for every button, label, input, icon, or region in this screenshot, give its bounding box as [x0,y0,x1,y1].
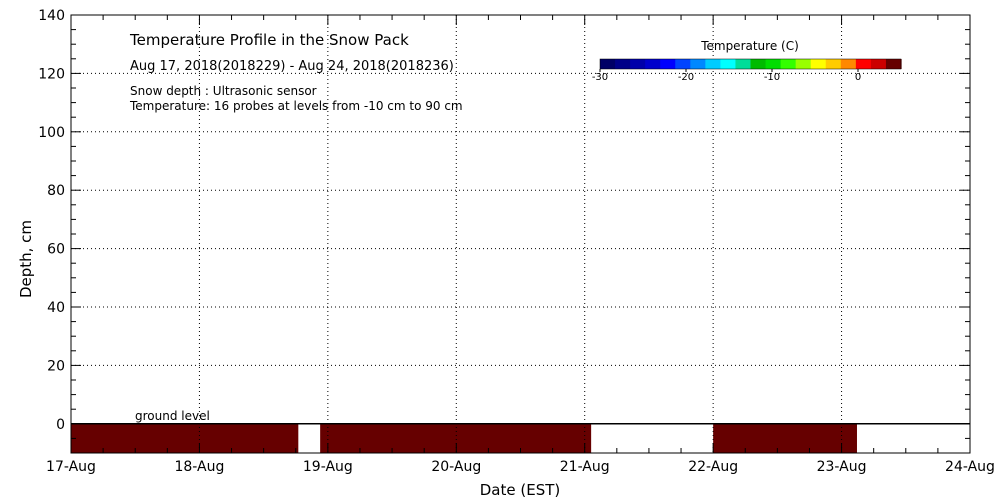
colorbar-cell [615,59,631,69]
colorbar-cell [765,59,782,69]
note-snow-depth: Snow depth : Ultrasonic sensor [130,84,317,98]
y-tick-label: 40 [47,300,65,316]
colorbar-cell [795,59,812,69]
chart-subtitle: Aug 17, 2018(2018229) - Aug 24, 2018(201… [130,59,454,74]
x-tick-label: 18-Aug [174,459,224,475]
temperature-block-1 [71,423,299,453]
y-tick-label: 80 [47,183,65,199]
colorbar-tick-label: 0 [855,72,861,83]
colorbar-cell [690,59,706,69]
chart-title: Temperature Profile in the Snow Pack [129,31,409,49]
colorbar-cell [675,59,691,69]
x-tick-label: 24-Aug [945,459,995,475]
colorbar-cell [630,59,646,69]
colorbar-cell [885,59,902,69]
y-tick-label: 100 [38,125,65,141]
temperature-block-2 [320,423,592,453]
note-temperature-probes: Temperature: 16 probes at levels from -1… [129,99,463,113]
colorbar-cell [735,59,752,69]
colorbar-cells [599,58,902,70]
data-layer [71,423,857,453]
x-tick-label: 20-Aug [431,459,481,475]
y-axis-title: Depth, cm [17,220,35,298]
ticks-layer [70,14,971,454]
y-tick-labels: 0 20 40 60 80 100 120 140 [38,8,65,433]
y-tick-label: 0 [56,417,65,433]
x-tick-label: 22-Aug [688,459,738,475]
colorbar-cell [780,59,797,69]
colorbar-frame [599,58,902,70]
x-tick-label: 17-Aug [46,459,96,475]
colorbar-title: Temperature (C) [700,39,799,53]
x-tick-labels: 17-Aug 18-Aug 19-Aug 20-Aug 21-Aug 22-Aug 23-A… [46,459,995,475]
colorbar-cell [645,59,661,69]
y-tick-label: 140 [38,8,65,24]
colorbar-cell [660,59,676,69]
colorbar-tick-label: -20 [678,72,694,83]
x-tick-label: 19-Aug [303,459,353,475]
y-tick-label: 20 [47,358,65,374]
x-axis-title: Date (EST) [480,481,561,499]
x-tick-label: 23-Aug [817,459,867,475]
y-tick-label: 120 [38,66,65,82]
colorbar-cell [720,59,737,69]
x-tick-label: 21-Aug [560,459,610,475]
colorbar-cell [810,59,827,69]
colorbar-cell [840,59,857,69]
y-tick-label: 60 [47,242,65,258]
colorbar-cell [855,59,872,69]
colorbar-cell [750,59,767,69]
colorbar-cell [600,59,616,69]
colorbar-cell [825,59,842,69]
colorbar-ticks: -30 -20 -10 0 [592,69,861,83]
colorbar-cell [705,59,721,69]
colorbar-cell [870,59,887,69]
colorbar: Temperature (C) -30 -20 -10 0 [592,39,902,83]
colorbar-tick-label: -10 [764,72,780,83]
temperature-block-3 [713,423,857,453]
ground-level-label: ground level [135,409,210,423]
colorbar-tick-label: -30 [592,72,608,83]
